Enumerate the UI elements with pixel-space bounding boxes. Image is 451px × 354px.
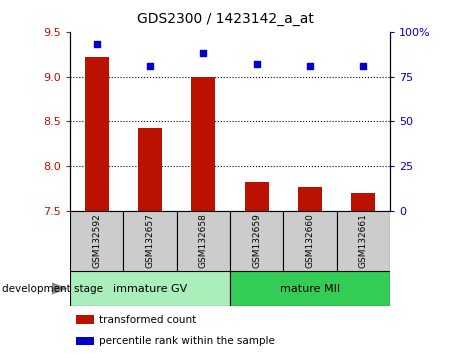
Text: GDS2300 / 1423142_a_at: GDS2300 / 1423142_a_at (137, 12, 314, 27)
Point (360, 63, 367, 69)
Text: mature MII: mature MII (280, 284, 340, 293)
Point (307, 63, 314, 69)
Text: GSM132592: GSM132592 (92, 213, 101, 268)
Text: GSM132658: GSM132658 (199, 213, 208, 268)
Bar (191, 78, 215, 211)
Bar (70, 211, 123, 271)
Text: GSM132660: GSM132660 (306, 213, 314, 268)
Bar (298, 187, 322, 211)
Bar (70, 271, 230, 306)
Bar (337, 211, 390, 271)
Bar (138, 127, 162, 211)
Bar (230, 211, 283, 271)
Point (93, 41, 100, 47)
Bar (177, 211, 230, 271)
Text: GSM132661: GSM132661 (359, 213, 368, 268)
Text: development stage: development stage (2, 284, 103, 293)
Bar (283, 211, 337, 271)
Text: immature GV: immature GV (113, 284, 187, 293)
Bar (230, 271, 390, 306)
Point (146, 63, 153, 69)
Text: GSM132659: GSM132659 (252, 213, 261, 268)
Bar (76, 315, 94, 324)
Bar (76, 337, 94, 346)
Text: transformed count: transformed count (99, 315, 196, 325)
Bar (85, 57, 109, 211)
Point (200, 51, 207, 56)
Text: GSM132657: GSM132657 (146, 213, 154, 268)
Text: percentile rank within the sample: percentile rank within the sample (99, 336, 275, 346)
Bar (245, 182, 269, 211)
Bar (123, 211, 177, 271)
Bar (351, 193, 375, 211)
Point (253, 61, 260, 67)
Polygon shape (52, 282, 68, 295)
